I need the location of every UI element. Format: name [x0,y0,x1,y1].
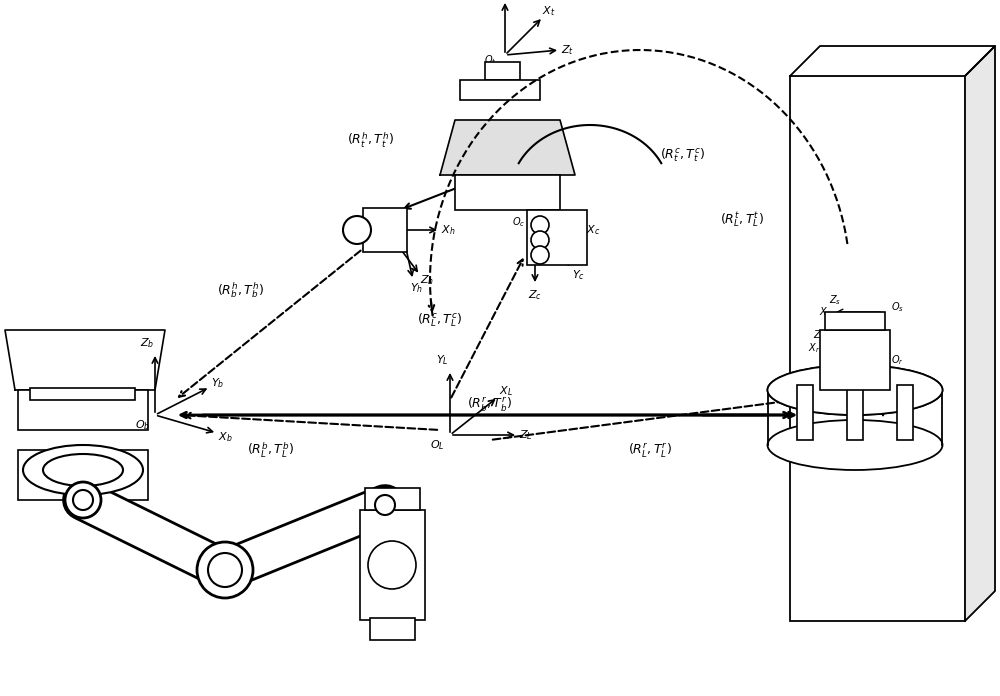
Circle shape [73,490,93,510]
Bar [30,388,135,400]
Circle shape [531,216,549,234]
Circle shape [531,246,549,264]
Circle shape [197,542,253,598]
Bar [797,385,813,440]
Bar [790,76,965,621]
Text: $O_s$: $O_s$ [891,300,904,314]
Bar [847,385,863,440]
Text: $X_r$: $X_r$ [821,358,833,372]
Text: $Y_h$: $Y_h$ [410,281,424,295]
Bar [365,488,420,510]
Text: $Z_b$: $Z_b$ [140,336,154,350]
Circle shape [65,482,101,518]
Ellipse shape [43,454,123,486]
Bar [370,618,415,640]
Text: $Y_c$: $Y_c$ [572,268,584,282]
Polygon shape [965,46,995,621]
Text: $X_b$: $X_b$ [218,430,232,444]
Text: $Y_b$: $Y_b$ [211,376,225,390]
Bar [825,312,885,330]
Bar [360,510,425,620]
Text: $O_t$: $O_t$ [484,53,497,67]
Bar [363,208,407,252]
Polygon shape [790,46,995,76]
Text: $(R^r_b, T^r_b)$: $(R^r_b, T^r_b)$ [467,396,513,414]
Text: $O_c$: $O_c$ [512,215,525,229]
Text: $(R^r_L, T^r_L)$: $(R^r_L, T^r_L)$ [628,441,672,459]
Text: $X_s$: $X_s$ [819,305,831,319]
Text: $Z_r$: $Z_r$ [825,403,837,417]
Circle shape [208,553,242,587]
Text: $Y_r$: $Y_r$ [881,423,893,437]
Text: $(R^t_L, T^t_L)$: $(R^t_L, T^t_L)$ [720,210,764,230]
Text: $X_r$: $X_r$ [808,341,820,355]
Text: $(R^c_L, T^c_L)$: $(R^c_L, T^c_L)$ [417,311,463,329]
Ellipse shape [768,365,942,415]
Bar [460,80,540,100]
Text: $Z_t$: $Z_t$ [561,43,575,57]
Text: $Z_c$: $Z_c$ [528,288,542,302]
Text: $X_L$: $X_L$ [499,384,513,398]
Text: $Y_L$: $Y_L$ [436,353,448,367]
Text: $O_h$: $O_h$ [362,217,377,231]
Text: $Z_s$: $Z_s$ [829,293,841,307]
Text: $X_c$: $X_c$ [586,223,600,237]
Text: $X_t$: $X_t$ [542,4,556,18]
Text: $(R^h_b, T^h_b)$: $(R^h_b, T^h_b)$ [217,280,263,300]
Text: $Z_L$: $Z_L$ [519,428,533,442]
Ellipse shape [768,365,942,415]
Text: $O_r$: $O_r$ [891,353,904,367]
Ellipse shape [23,445,143,495]
Circle shape [375,495,395,515]
Text: $X_h$: $X_h$ [441,223,455,237]
Bar [897,385,913,440]
Text: $Z_h$: $Z_h$ [420,273,434,287]
Text: $(R^c_t, T^c_t)$: $(R^c_t, T^c_t)$ [660,146,705,164]
Circle shape [531,231,549,249]
Circle shape [367,487,403,523]
Polygon shape [440,120,575,175]
Circle shape [368,541,416,589]
Text: $Z_s$: $Z_s$ [813,328,825,342]
Text: $(R^h_t, T^h_t)$: $(R^h_t, T^h_t)$ [347,130,393,150]
Text: $(R^b_L, T^b_L)$: $(R^b_L, T^b_L)$ [247,441,293,459]
Bar [18,390,148,430]
Bar [820,330,890,390]
Polygon shape [5,330,165,390]
Text: $O_b$: $O_b$ [135,418,150,432]
Ellipse shape [768,420,942,470]
Bar [527,210,587,265]
Circle shape [343,216,371,244]
Text: $O_L$: $O_L$ [430,438,445,452]
Bar [18,450,148,500]
Bar [455,175,560,210]
Bar [485,62,520,80]
